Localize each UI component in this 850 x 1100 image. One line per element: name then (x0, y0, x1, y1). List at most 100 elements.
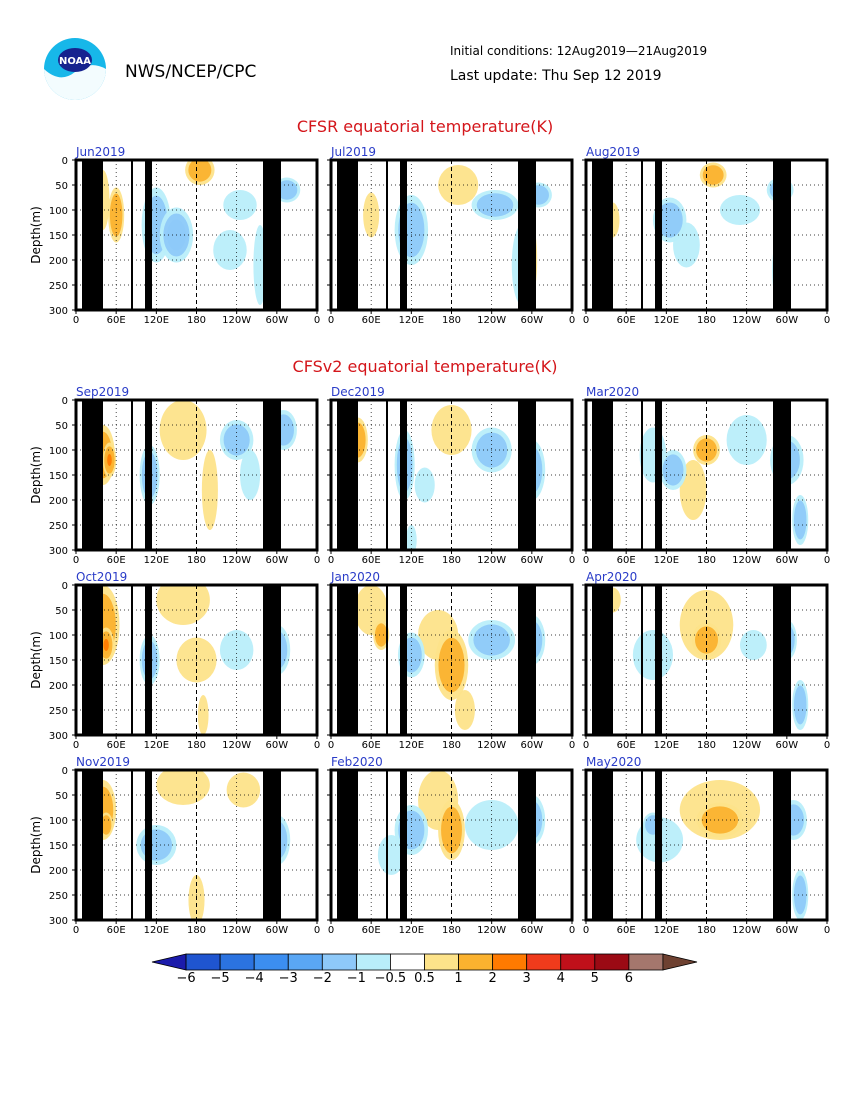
y-tick-label: 100 (49, 446, 68, 457)
panel-field (331, 770, 572, 920)
x-tick-label: 60W (521, 925, 544, 936)
x-tick-label: 0 (824, 925, 830, 936)
x-tick-label: 120W (477, 740, 506, 751)
y-tick-label: 200 (49, 681, 68, 692)
x-tick-label: 120E (144, 925, 169, 936)
y-tick-label: 200 (49, 866, 68, 877)
y-tick-label: 0 (62, 766, 68, 777)
anomaly-contour (405, 525, 417, 550)
x-tick-label: 0 (569, 315, 575, 326)
anomaly-contour (107, 454, 112, 466)
anomaly-contour (414, 467, 435, 503)
anomaly-contour (159, 400, 207, 460)
panel-field (331, 160, 572, 310)
x-tick-label: 120E (654, 925, 679, 936)
panel-field (586, 585, 827, 735)
panel-month-label: Feb2020 (331, 755, 383, 769)
x-tick-label: 120W (477, 555, 506, 566)
y-tick-label: 300 (49, 916, 68, 927)
anomaly-contour (662, 454, 684, 486)
x-tick-label: 60W (521, 740, 544, 751)
x-tick-label: 60E (362, 555, 381, 566)
x-tick-label: 0 (73, 315, 79, 326)
panel-field (76, 770, 317, 920)
x-tick-label: 180 (442, 555, 461, 566)
x-tick-label: 180 (697, 315, 716, 326)
colorbar-segment (492, 953, 528, 971)
panel: Jan2020 0 60E 120E 180 120W 60W 0 (327, 570, 575, 751)
x-tick-label: 120E (399, 555, 424, 566)
x-tick-label: 180 (697, 740, 716, 751)
y-tick-label: 50 (55, 181, 68, 192)
x-tick-label: 60E (107, 555, 126, 566)
y-tick-label: 300 (49, 731, 68, 742)
x-tick-label: 60W (521, 315, 544, 326)
anomaly-contour (197, 695, 209, 735)
colorbar-label: −4 (245, 971, 264, 986)
anomaly-contour (702, 165, 724, 185)
section-title-cfsr: CFSR equatorial temperature(K) (297, 117, 553, 136)
x-tick-label: 120E (399, 315, 424, 326)
x-tick-label: 60E (617, 740, 636, 751)
y-tick-label: 150 (49, 471, 68, 482)
anomaly-contour (454, 690, 475, 730)
x-tick-label: 120E (654, 740, 679, 751)
x-tick-label: 60E (107, 925, 126, 936)
y-tick-label: 250 (49, 281, 68, 292)
y-tick-label: 300 (49, 306, 68, 317)
x-tick-label: 60E (617, 315, 636, 326)
colorbar-label: 6 (625, 971, 633, 986)
anomaly-contour (695, 626, 718, 654)
x-tick-label: 60W (776, 315, 799, 326)
panel: Apr2020 0 60E 120E 180 120W 60W 0 (582, 570, 830, 751)
colorbar-label: 4 (557, 971, 565, 986)
x-tick-label: 180 (187, 925, 206, 936)
x-tick-label: 120E (144, 315, 169, 326)
x-tick-label: 60E (617, 925, 636, 936)
colorbar-segment (424, 953, 459, 971)
colorbar-segment (185, 953, 221, 971)
x-tick-label: 60W (521, 555, 544, 566)
panel-field (331, 585, 572, 735)
y-tick-label: 250 (49, 706, 68, 717)
anomaly-contour (226, 772, 261, 808)
colorbar-segment (355, 953, 391, 971)
panel-month-label: Jul2019 (330, 145, 376, 159)
noaa-logo-text: NOAA (59, 56, 91, 67)
anomaly-contour (793, 685, 807, 725)
colorbar-label: 0.5 (414, 971, 435, 986)
y-axis-label: Depth(m) (29, 206, 43, 264)
y-tick-label: 0 (62, 156, 68, 167)
x-tick-label: 0 (824, 555, 830, 566)
x-tick-label: 120W (732, 740, 761, 751)
anomaly-contour (103, 639, 109, 651)
x-tick-label: 0 (328, 315, 334, 326)
colorbar-segment (253, 953, 289, 971)
x-tick-label: 0 (583, 315, 589, 326)
panel-month-label: Mar2020 (586, 385, 639, 399)
anomaly-contour (464, 800, 519, 850)
anomaly-contour (476, 193, 514, 217)
panel-month-label: Aug2019 (586, 145, 640, 159)
y-tick-label: 100 (49, 206, 68, 217)
organization-title: NWS/NCEP/CPC (125, 62, 256, 82)
x-tick-label: 0 (328, 555, 334, 566)
x-tick-label: 120E (654, 315, 679, 326)
anomaly-contour (363, 192, 380, 238)
colorbar: −6 −5 −4 −3 −2 −1 −0.5 0.5 1 2 3 4 5 6 (151, 953, 698, 986)
x-tick-label: 60W (266, 925, 289, 936)
colorbar-label: −1 (347, 971, 366, 986)
panel-field (586, 400, 827, 550)
x-tick-label: 180 (697, 925, 716, 936)
x-tick-label: 0 (824, 740, 830, 751)
x-tick-label: 120W (222, 740, 251, 751)
y-tick-label: 150 (49, 841, 68, 852)
y-tick-label: 200 (49, 496, 68, 507)
y-tick-label: 50 (55, 421, 68, 432)
panel-month-label: Apr2020 (586, 570, 637, 584)
x-tick-label: 60W (266, 315, 289, 326)
x-tick-label: 120E (144, 555, 169, 566)
colorbar-segment (219, 953, 255, 971)
colorbar-segment (662, 953, 698, 971)
